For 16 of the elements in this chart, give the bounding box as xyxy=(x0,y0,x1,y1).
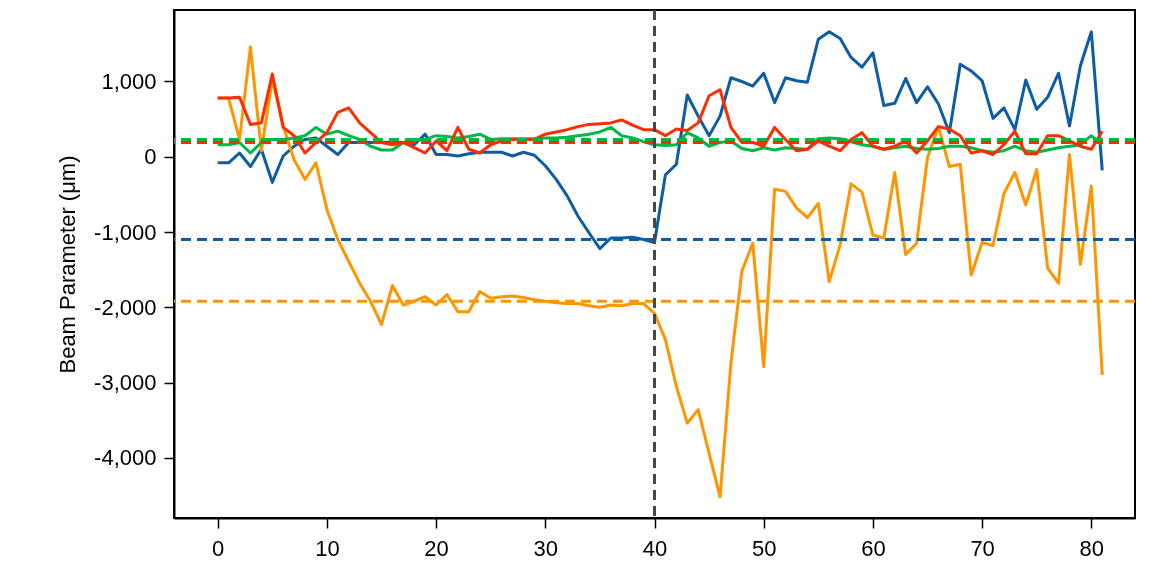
y-tick-label: -1,000 xyxy=(94,219,157,245)
x-tick-label: 70 xyxy=(970,535,995,561)
x-tick-label: 50 xyxy=(751,535,777,561)
y-tick-label: -4,000 xyxy=(94,445,157,471)
y-tick-label: -3,000 xyxy=(94,370,157,396)
x-tick-label: 20 xyxy=(424,535,449,561)
x-tick-label: 60 xyxy=(861,535,886,561)
x-tick-label: 10 xyxy=(315,535,340,561)
y-tick-label: 0 xyxy=(144,144,157,170)
x-tick-label: 0 xyxy=(212,535,225,561)
x-tick-label: 40 xyxy=(642,535,668,561)
y-tick-label: 1,000 xyxy=(101,69,157,94)
x-tick-label: 30 xyxy=(533,535,559,561)
x-tick-label: 80 xyxy=(1079,535,1105,561)
y-axis-title: Beam Parameter (μm) xyxy=(55,155,81,374)
y-tick-label: -2,000 xyxy=(94,294,157,320)
